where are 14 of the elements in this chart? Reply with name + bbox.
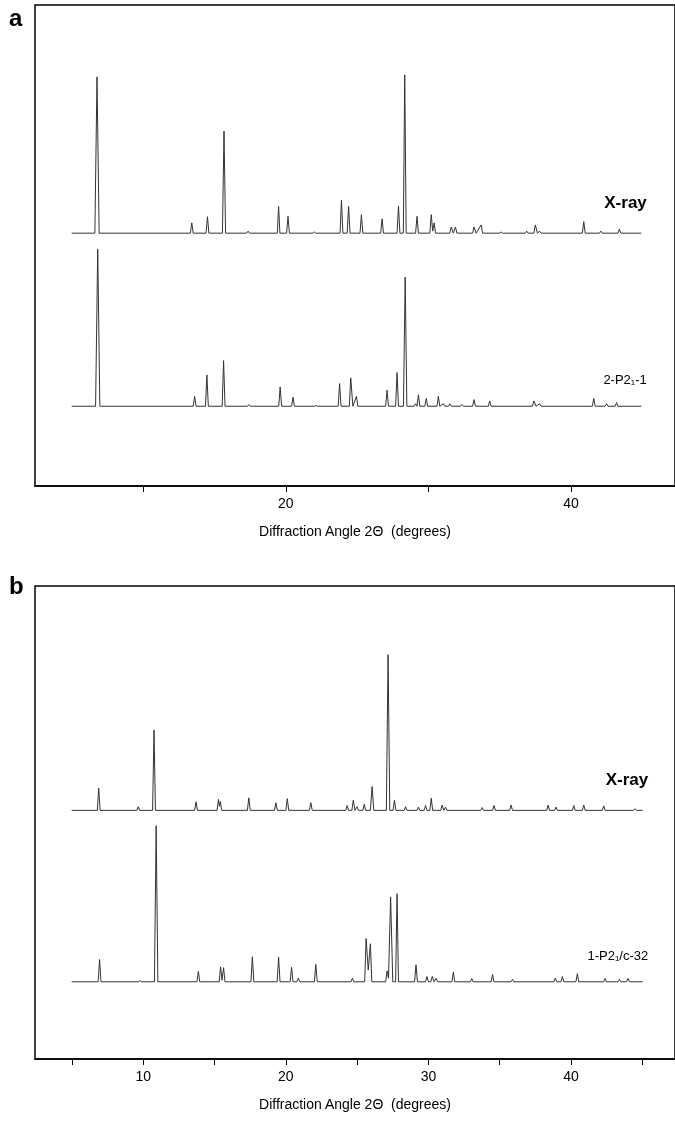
x-tick-label: 20 — [278, 495, 294, 511]
series-label: X-ray — [604, 193, 648, 213]
x-axis-title: Diffraction Angle 2Θ (degrees) — [259, 523, 451, 539]
chart-title: a — [9, 3, 23, 31]
series-label: 1-P2₁/c-32 — [587, 947, 649, 963]
series-label: X-ray — [605, 770, 649, 790]
x-axis-title: Diffraction Angle 2Θ (degrees) — [259, 1096, 451, 1112]
x-tick-label: 40 — [563, 495, 579, 511]
x-tick-label: 30 — [420, 1068, 437, 1084]
x-tick-label: 10 — [135, 1068, 152, 1084]
chart-title: b — [9, 571, 24, 599]
x-tick-label: 40 — [563, 1068, 579, 1084]
series-label: 2-P2₁-1 — [603, 372, 647, 388]
x-tick-label: 20 — [278, 1068, 294, 1084]
